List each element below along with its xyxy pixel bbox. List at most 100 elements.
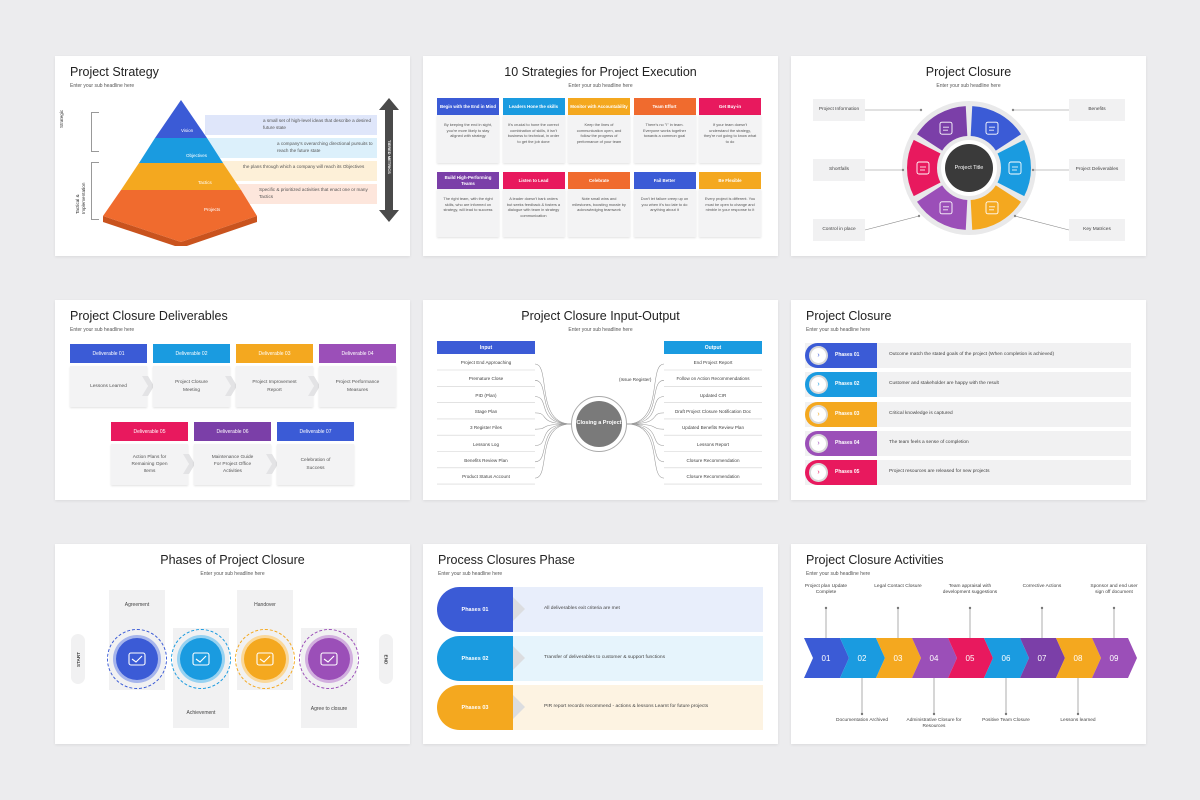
input-item: Stage Plan — [474, 408, 498, 414]
strategy-header: Begin with the End in Mind — [437, 98, 499, 115]
slide-project-strategy[interactable]: Project Strategy Enter your sub headline… — [55, 56, 410, 256]
slide-process-closures[interactable]: Process Closures Phase Enter your sub he… — [423, 544, 778, 744]
phase-circle — [241, 635, 289, 683]
slide-subtitle: Enter your sub headline here — [806, 327, 871, 333]
slide-subtitle: Enter your sub headline here — [200, 571, 265, 577]
timeline-step-number: 05 — [966, 654, 975, 663]
slide-closure-activities[interactable]: Project Closure Activities Enter your su… — [791, 544, 1146, 744]
slide-title: Phases of Project Closure — [160, 553, 305, 567]
input-item: Benefits Review Plan — [464, 457, 508, 463]
strategy-body: Keep the lines of communication open, an… — [576, 122, 622, 144]
chevron-right-icon: › — [809, 463, 828, 483]
strategy-card: Keep the lines of communication open, an… — [568, 115, 630, 163]
process-row-bg — [501, 685, 763, 730]
strategy-card: If your team doesn't understand the stra… — [699, 115, 761, 163]
start-label: START — [75, 651, 81, 667]
phase-label: Phases 01 — [835, 352, 860, 358]
closure-wheel — [902, 101, 1036, 235]
slide-input-output[interactable]: Project Closure Input-Output Enter your … — [423, 300, 778, 500]
slide-subtitle: Enter your sub headline here — [936, 83, 1001, 89]
input-connector — [534, 423, 572, 479]
wheel-segment — [997, 139, 1031, 197]
phase-icon — [192, 652, 210, 666]
process-label: Phases 03 — [461, 704, 489, 711]
process-label: Phases 01 — [461, 606, 489, 613]
level-desc-band: a small set of high-level ideas that des… — [205, 115, 377, 135]
output-item: Lessons Report — [696, 441, 730, 447]
strategy-header: Build High-Performing Teams — [437, 172, 499, 189]
input-item: Premature Close — [468, 376, 504, 382]
connector — [864, 215, 920, 231]
phase-text: Customer and stakeholder are happy with … — [889, 381, 999, 387]
bracket-strategic — [91, 112, 99, 152]
phase-icon — [128, 652, 146, 666]
output-item: Updated Benefits Review Plan — [681, 425, 745, 431]
slide-project-closure-phases[interactable]: Project Closure Enter your sub headline … — [791, 300, 1146, 500]
wheel-segment — [970, 185, 1021, 230]
input-connector — [534, 423, 572, 446]
wheel-label-left: Project Information — [813, 99, 865, 121]
deliverable-card: Celebration of Success — [277, 444, 354, 485]
slide-10-strategies[interactable]: 10 Strategies for Project Execution Ente… — [423, 56, 778, 256]
phase-ring — [171, 629, 231, 689]
deliverable-header: Deliverable 01 — [70, 344, 147, 363]
output-item: Closure Recommendation — [686, 474, 740, 480]
chevron-right-icon — [266, 454, 278, 474]
wheel-label-right: Project Deliverables — [1069, 159, 1125, 181]
strategy-body: If your team doesn't understand the stra… — [703, 122, 757, 144]
io-connectors — [437, 363, 762, 485]
timeline-label: Positive Team Closure — [982, 718, 1030, 723]
phase-text: The team feels a sense of completion — [889, 439, 969, 445]
level-desc: Specific & prioritized activities that e… — [259, 187, 368, 199]
strategy-body: A leader doesn't bark orders but seeks f… — [506, 196, 561, 218]
output-connector — [626, 423, 665, 430]
slide-subtitle: Enter your sub headline here — [806, 571, 871, 577]
process-label: Phases 02 — [461, 655, 489, 662]
chevron-right-icon — [225, 376, 237, 396]
phase-text: Outcome match the stated goals of the pr… — [889, 352, 1055, 357]
end-label: END — [383, 654, 389, 664]
slide-phases-of-closure[interactable]: Phases of Project Closure Enter your sub… — [55, 544, 410, 744]
input-connector — [534, 363, 572, 425]
wheel-segment — [970, 106, 1021, 151]
timeline-step-number: 03 — [894, 654, 903, 663]
phase-circle — [113, 635, 161, 683]
connector-dot — [901, 168, 905, 172]
strategy-body: There's no "I" in team. Everyone works t… — [642, 122, 687, 139]
chevron-right-icon: › — [809, 433, 828, 453]
segment-icon — [939, 121, 953, 135]
segment-icon — [916, 161, 930, 175]
slide-title: Project Closure — [925, 65, 1012, 79]
wheel-label-left: Shortfalls — [813, 159, 865, 181]
closing-project-label: Closing a Project — [576, 401, 622, 447]
output-connector — [626, 380, 665, 425]
deliverable-body: Celebration of Success — [300, 458, 331, 471]
strategy-card: The right team, with the right skills, w… — [437, 189, 499, 237]
level-desc: the plans through which a company will r… — [243, 164, 365, 169]
segment-icon — [1008, 161, 1022, 175]
slide-closure-deliverables[interactable]: Project Closure Deliverables Enter your … — [55, 300, 410, 500]
timeline-chevron — [840, 638, 885, 678]
slide-subtitle: Enter your sub headline here — [70, 327, 135, 333]
level-desc-band: a company's overarching directional purs… — [205, 138, 377, 158]
strategy-card: It's crucial to hone the correct combina… — [502, 115, 565, 163]
slide-project-closure-wheel[interactable]: Project Closure Enter your sub headline … — [791, 56, 1146, 256]
timeline-step-number: 04 — [930, 654, 939, 663]
label-tactical: Tactical & Implementation — [75, 182, 86, 214]
strategy-header: Monitor with Accountability — [568, 98, 630, 115]
deliverable-header: Deliverable 03 — [236, 344, 313, 363]
strategy-header: Leaders Hone the skills — [502, 98, 565, 115]
issue-register-label: (Issue Register) — [619, 377, 652, 382]
input-item: Lessons Log — [472, 441, 500, 447]
wheel-label-text: Shortfalls — [829, 167, 849, 172]
phase-icon — [256, 652, 274, 666]
label-strategic: Strategic — [59, 109, 64, 128]
strategy-card: There's no "I" in team. Everyone works t… — [633, 115, 696, 163]
timeline-label: Lessons learned — [1060, 718, 1096, 723]
wheel-label-text: Benefits — [1088, 107, 1106, 112]
timeline-label: Administrative Closure for Resources — [906, 718, 962, 730]
output-item: Closure Recommendation — [686, 457, 740, 463]
tiered-metrics-arrow — [379, 98, 399, 222]
chevron-right-icon — [183, 454, 195, 474]
level-desc-band: the plans through which a company will r… — [205, 161, 377, 181]
